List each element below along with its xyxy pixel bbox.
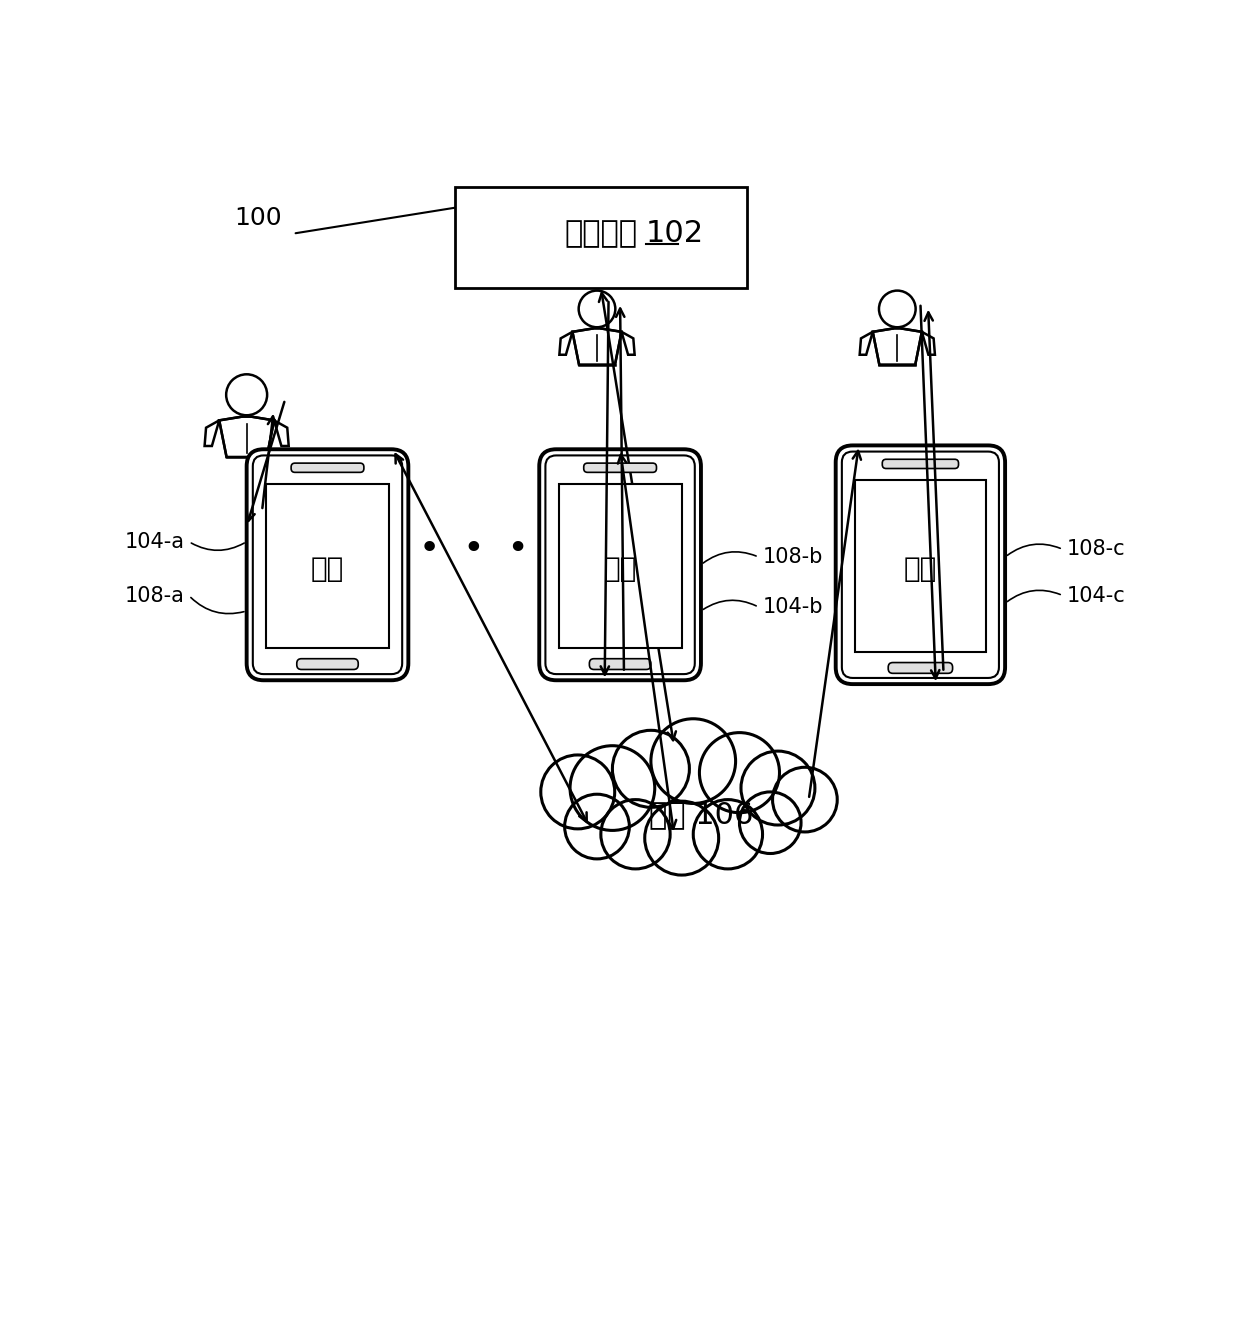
- Circle shape: [693, 800, 763, 870]
- Circle shape: [613, 730, 689, 808]
- Bar: [854, 480, 986, 652]
- Polygon shape: [205, 421, 219, 446]
- Text: 102: 102: [646, 219, 703, 249]
- Circle shape: [773, 767, 837, 832]
- Text: 100: 100: [234, 206, 281, 230]
- Circle shape: [601, 800, 670, 870]
- Polygon shape: [573, 328, 621, 364]
- Bar: [558, 484, 682, 648]
- Text: 应用: 应用: [311, 555, 345, 582]
- Polygon shape: [621, 332, 635, 355]
- Text: 应用: 应用: [904, 555, 937, 582]
- Text: •  •  •: • • •: [419, 532, 528, 566]
- FancyBboxPatch shape: [291, 464, 363, 472]
- Text: 应用: 应用: [604, 555, 636, 582]
- Text: 108-b: 108-b: [763, 547, 823, 567]
- Text: 网络 106: 网络 106: [649, 801, 753, 829]
- Circle shape: [226, 374, 267, 415]
- Text: 检测设备: 检测设备: [564, 219, 637, 249]
- Polygon shape: [873, 328, 921, 364]
- FancyBboxPatch shape: [883, 460, 959, 469]
- Circle shape: [739, 792, 801, 853]
- Bar: [265, 484, 389, 648]
- Circle shape: [579, 290, 615, 327]
- FancyBboxPatch shape: [584, 464, 656, 472]
- FancyBboxPatch shape: [842, 452, 999, 677]
- Polygon shape: [559, 332, 573, 355]
- Polygon shape: [219, 417, 274, 457]
- Polygon shape: [921, 332, 935, 355]
- Circle shape: [564, 794, 630, 859]
- Circle shape: [645, 801, 719, 875]
- FancyBboxPatch shape: [296, 659, 358, 669]
- Text: 104-b: 104-b: [763, 597, 823, 617]
- FancyBboxPatch shape: [247, 449, 408, 680]
- Circle shape: [879, 290, 915, 327]
- Text: 104-c: 104-c: [1066, 586, 1126, 606]
- FancyBboxPatch shape: [539, 449, 701, 680]
- Circle shape: [742, 751, 815, 825]
- FancyBboxPatch shape: [253, 456, 402, 675]
- Text: 108-a: 108-a: [125, 586, 185, 606]
- Circle shape: [541, 755, 615, 829]
- Polygon shape: [274, 421, 289, 446]
- FancyBboxPatch shape: [888, 663, 952, 673]
- Polygon shape: [859, 332, 873, 355]
- Text: 108-c: 108-c: [1066, 539, 1126, 559]
- Bar: [455, 187, 748, 288]
- Circle shape: [570, 746, 655, 831]
- Text: 104-a: 104-a: [125, 532, 185, 551]
- FancyBboxPatch shape: [836, 445, 1006, 684]
- FancyBboxPatch shape: [589, 659, 651, 669]
- FancyBboxPatch shape: [546, 456, 694, 675]
- Circle shape: [651, 719, 735, 804]
- Circle shape: [699, 732, 780, 813]
